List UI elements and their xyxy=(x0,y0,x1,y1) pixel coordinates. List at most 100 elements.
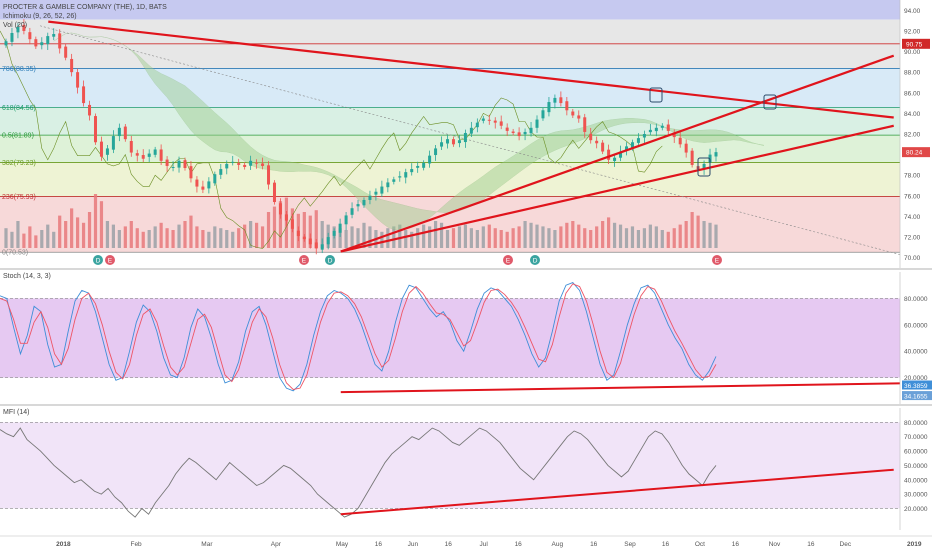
volume-bar xyxy=(308,215,312,248)
time-tick-label: 2019 xyxy=(907,541,922,548)
candle xyxy=(159,149,163,161)
candle xyxy=(326,237,330,245)
volume-bar xyxy=(469,228,473,248)
volume-bar xyxy=(553,230,557,248)
candle xyxy=(314,242,318,249)
volume-bar xyxy=(213,226,217,248)
volume-bar xyxy=(422,224,426,248)
candle xyxy=(64,46,68,58)
volume-bar xyxy=(58,215,62,248)
candle xyxy=(4,41,8,46)
volume-bar xyxy=(171,230,175,248)
price-tag-last-text: 80.24 xyxy=(906,150,923,157)
volume-bar xyxy=(177,224,181,248)
candle xyxy=(165,159,169,166)
mfi-tick-label: 20.0000 xyxy=(904,506,928,513)
price-tick-label: 70.00 xyxy=(904,255,921,262)
volume-bar xyxy=(463,224,468,248)
event-marker-circle xyxy=(530,255,540,265)
volume-bar xyxy=(135,228,139,248)
volume-bar xyxy=(404,230,408,248)
stoch-k-tag: 36.3859 xyxy=(902,380,932,390)
candle xyxy=(99,141,103,157)
volume-bar xyxy=(577,224,581,248)
volume-bar xyxy=(362,222,366,248)
candle xyxy=(422,162,426,168)
candle xyxy=(40,42,44,46)
event-marker-label: D xyxy=(533,258,538,265)
candle xyxy=(571,111,575,116)
time-axis[interactable]: 2018 Feb Mar Apr May 16 Jun 16 Jul 16 Aug 16 Sep 16 Oc… xyxy=(0,535,932,548)
stoch-title[interactable]: Stoch (14, 3, 3) xyxy=(3,273,51,280)
candle xyxy=(22,24,26,31)
candle xyxy=(177,160,181,168)
candle xyxy=(105,148,109,155)
candle xyxy=(702,163,706,170)
price-tick-label: 94.00 xyxy=(904,8,921,15)
time-tick-label: 16 xyxy=(590,541,598,548)
price-tick-label: 78.00 xyxy=(904,173,921,180)
volume-bar xyxy=(350,226,354,248)
volume-bar xyxy=(356,228,360,248)
volume-bar xyxy=(153,226,157,248)
mfi-pane[interactable]: 80.0000 70.0000 60.0000 50.0000 40.0000 30.00… xyxy=(0,408,932,530)
chart-title: PROCTER & GAMBLE COMPANY (THE), 1D, BATS xyxy=(3,4,167,11)
price-tag-upper: 90.75 xyxy=(902,38,930,49)
volume-bar xyxy=(278,201,283,248)
candle xyxy=(541,110,545,119)
mfi-trendline xyxy=(340,468,894,516)
price-tick-label: 76.00 xyxy=(904,193,921,200)
mfi-line xyxy=(0,427,717,518)
event-marker-circle xyxy=(299,255,309,265)
price-tag-upper-text: 90.75 xyxy=(906,41,923,48)
candle xyxy=(457,140,461,144)
event-marker: E xyxy=(105,255,115,265)
fib-label: 0(70.53) xyxy=(2,250,28,257)
volume-bar xyxy=(565,222,569,248)
volume-bar xyxy=(105,221,110,248)
volume-bar xyxy=(231,231,235,248)
price-tick-label: 84.00 xyxy=(904,111,921,118)
volume-bar xyxy=(678,224,682,248)
volume-bar xyxy=(52,231,56,248)
volume-bar xyxy=(302,212,306,248)
candle xyxy=(249,160,253,166)
mfi-title[interactable]: MFI (14) xyxy=(3,409,29,416)
candle xyxy=(76,72,80,88)
time-tick-label: Apr xyxy=(271,541,282,548)
event-marker-circle xyxy=(712,255,722,265)
event-marker: D xyxy=(530,255,540,265)
candle xyxy=(511,131,515,133)
vol-label[interactable]: Vol (20) xyxy=(3,22,27,29)
volume-bar xyxy=(159,222,163,248)
candle xyxy=(111,136,115,150)
event-marker: E xyxy=(299,255,309,265)
volume-bar xyxy=(541,226,545,248)
time-tick-label: 16 xyxy=(375,541,383,548)
candle xyxy=(583,117,587,132)
volume-bar xyxy=(439,222,444,248)
mfi-axis-bg xyxy=(900,408,932,530)
candle xyxy=(565,101,569,111)
event-marker-label: E xyxy=(302,258,307,265)
volume-bar xyxy=(28,226,32,248)
ichimoku-label[interactable]: Ichimoku (9, 26, 52, 26) xyxy=(3,13,77,20)
volume-bar xyxy=(451,228,456,248)
stoch-d-tag-bg xyxy=(902,391,932,401)
volume-bar xyxy=(320,221,324,248)
candle xyxy=(58,33,62,49)
candle xyxy=(446,139,450,144)
time-tick-label: 16 xyxy=(515,541,523,548)
candle xyxy=(505,127,509,131)
trendline-ascending-support xyxy=(340,124,894,253)
volume-bar xyxy=(392,226,396,248)
event-marker-label: E xyxy=(715,258,720,265)
price-tick-label: 74.00 xyxy=(904,214,921,221)
volume-bar xyxy=(595,226,599,248)
event-marker: D xyxy=(325,255,335,265)
price-pane[interactable]: 786(88.35) 618(84.56) 0.5(81.89) 382(79.23)… xyxy=(0,0,932,270)
volume-bar xyxy=(511,228,515,248)
price-tick-label: 82.00 xyxy=(904,132,921,139)
candle xyxy=(690,150,694,165)
